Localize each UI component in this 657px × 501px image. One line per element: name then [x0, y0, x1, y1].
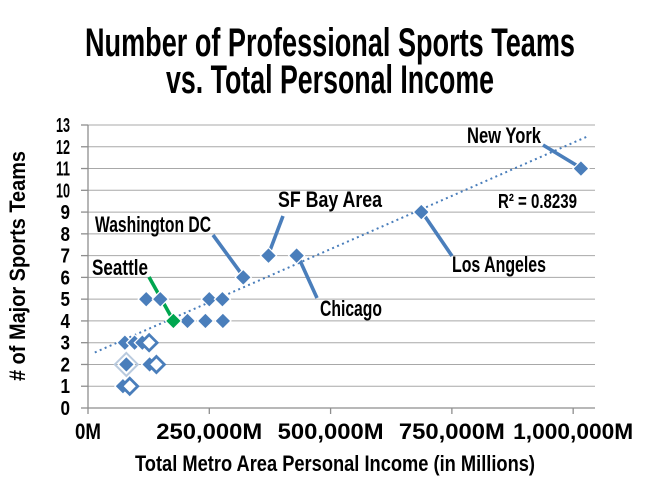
chart-title-line2: vs. Total Personal Income: [166, 58, 494, 102]
y-tick-label: 11: [56, 159, 70, 181]
annotation-label-washington-dc: Washington DC: [95, 212, 211, 237]
annotation-label-new-york: New York: [467, 123, 542, 148]
annotation-label-r-squared: R² = 0.8239: [498, 191, 577, 213]
data-point-marker: [287, 246, 306, 265]
data-point-marker: [213, 290, 232, 309]
callout-line-sf-bay-area: [267, 215, 285, 254]
annotation-label-seattle: Seattle: [92, 255, 148, 280]
annotation-label-sf-bay-area: SF Bay Area: [278, 187, 383, 212]
y-tick-label: 6: [61, 267, 71, 289]
data-point-marker: [178, 312, 197, 330]
data-point-marker: [196, 312, 215, 330]
data-point-marker: [259, 246, 278, 265]
y-tick-label: 1: [61, 376, 71, 398]
callout-leader-lines-layer: [147, 143, 582, 321]
y-tick-label: 0: [61, 398, 71, 420]
annotation-label-chicago: Chicago: [320, 296, 382, 321]
data-point-marker: [234, 268, 253, 287]
x-tick-label: 250,000M: [156, 419, 262, 444]
y-tick-label: 4: [61, 311, 71, 333]
axes-layer: [81, 124, 595, 414]
y-tick-label: 10: [56, 180, 70, 202]
callout-line-chicago: [295, 253, 319, 299]
y-tick-label: 7: [61, 246, 71, 268]
gridlines-layer: [88, 124, 595, 409]
data-point-marker: [119, 376, 140, 397]
x-axis-title: Total Metro Area Personal Income (in Mil…: [135, 451, 535, 476]
y-tick-label: 2: [61, 354, 71, 376]
callout-line-washington-dc: [211, 233, 245, 278]
data-point-marker: [151, 290, 170, 309]
data-point-marker: [572, 159, 590, 178]
x-tick-label: 0M: [75, 419, 101, 444]
annotation-label-los-angeles: Los Angeles: [452, 252, 546, 277]
y-tick-label: 9: [61, 202, 71, 224]
data-point-marker: [412, 203, 431, 221]
x-tick-label: 500,000M: [278, 419, 384, 444]
chart-title-line1: Number of Professional Sports Teams: [85, 21, 575, 65]
data-point-marker: [164, 312, 183, 330]
y-tick-label: 3: [61, 333, 71, 355]
x-tick-label: 750,000M: [399, 419, 505, 444]
data-point-marker: [146, 354, 167, 375]
data-point-marker: [117, 355, 136, 374]
callout-line-los-angeles: [420, 210, 454, 258]
y-tick-label: 5: [61, 289, 71, 311]
data-point-marker: [214, 312, 232, 330]
callout-line-new-york: [542, 143, 582, 170]
data-point-marker: [139, 332, 160, 353]
y-tick-label: 12: [56, 137, 70, 159]
y-tick-label: 13: [56, 115, 70, 137]
annotation-labels-layer: Washington DC SF Bay Area Seattle Chicago Lo…: [92, 123, 577, 321]
data-points-layer: [113, 159, 590, 397]
y-tick-label: 8: [61, 224, 71, 246]
x-tick-label: 1,000,000M: [513, 419, 633, 444]
data-point-ghost-halo: [113, 351, 140, 378]
y-axis-title: # of Major Sports Teams: [5, 151, 30, 381]
